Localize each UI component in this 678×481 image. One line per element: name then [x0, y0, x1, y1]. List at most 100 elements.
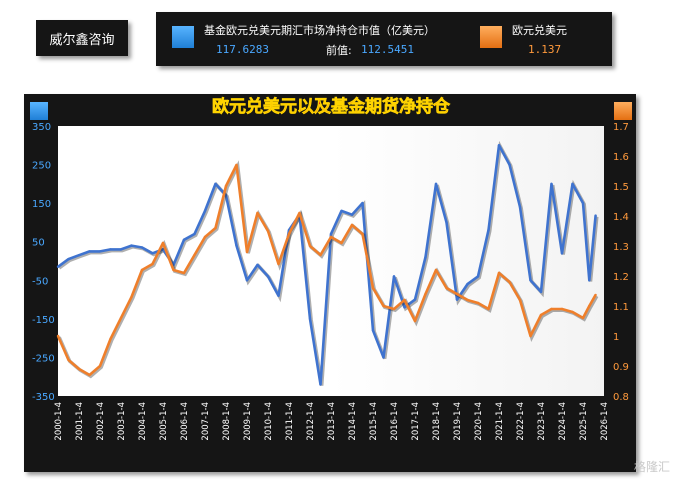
net-position-point [119, 248, 123, 251]
net-position-point [508, 163, 511, 166]
eurusd-point [256, 211, 259, 215]
net-position-point [361, 201, 364, 205]
left-tick-label: -150 [32, 315, 55, 326]
eurusd-point [109, 337, 112, 341]
net-position-point [350, 213, 354, 216]
eurusd-point [571, 310, 574, 314]
eurusd-point [466, 298, 469, 302]
net-position-point [266, 275, 270, 278]
eurusd-point [550, 307, 553, 311]
right-tick-label: 1.2 [613, 272, 629, 283]
x-tick-label: 2019-1-4 [453, 402, 463, 441]
eurusd-point [88, 373, 91, 377]
left-axis-icon [30, 102, 48, 120]
series2-current-value: 1.137 [528, 43, 562, 56]
previous-value: 112.5451 [361, 43, 414, 56]
net-position-point [392, 275, 396, 278]
chart-title: 欧元兑美元以及基金期货净持仓 [212, 96, 451, 117]
eurusd-point [434, 268, 438, 272]
eurusd-point [487, 307, 490, 311]
net-position-point [476, 275, 480, 278]
x-tick-label: 2009-1-4 [243, 402, 253, 441]
eurusd-point [529, 334, 532, 338]
net-position-point [550, 182, 553, 186]
net-position-point [77, 254, 81, 257]
right-axis-icon [614, 102, 632, 120]
left-tick-label: 150 [32, 199, 51, 210]
series2-legend-name: 欧元兑美元 [512, 24, 567, 37]
net-position-point [581, 201, 585, 205]
eurusd-point [98, 364, 102, 368]
net-position-point [424, 255, 427, 259]
eurusd-point [130, 295, 133, 299]
left-tick-label: -250 [32, 353, 55, 364]
eurusd-point [445, 286, 448, 290]
net-position-point [214, 182, 217, 186]
eurusd-point [319, 253, 322, 257]
eurusd-point [266, 229, 270, 233]
x-tick-label: 2004-1-4 [138, 402, 148, 441]
eurusd-point [508, 280, 511, 284]
left-tick-label: 250 [32, 161, 51, 172]
x-tick-label: 2023-1-4 [537, 402, 547, 441]
net-position-point [193, 232, 196, 236]
right-tick-label: 1.3 [613, 242, 629, 253]
eurusd-point [518, 298, 522, 302]
x-tick-label: 2006-1-4 [180, 402, 190, 441]
eurusd-point [214, 226, 217, 230]
net-position-point [571, 182, 574, 186]
series2-swatch [480, 26, 502, 48]
x-tick-label: 2012-1-4 [306, 402, 316, 441]
eurusd-point [371, 286, 375, 290]
net-position-point [182, 238, 186, 241]
x-tick-label: 2001-1-4 [75, 402, 85, 441]
right-tick-label: 1.7 [613, 122, 629, 133]
x-tick-label: 2014-1-4 [348, 402, 358, 441]
right-tick-label: 1.4 [613, 212, 629, 223]
watermark: 格隆汇 [633, 460, 670, 474]
eurusd-point [413, 319, 417, 323]
right-tick-label: 1.5 [613, 182, 629, 193]
x-tick-label: 2021-1-4 [495, 402, 505, 441]
x-tick-label: 2013-1-4 [327, 402, 337, 441]
net-position-point [329, 232, 333, 236]
eurusd-point [172, 268, 175, 272]
x-tick-label: 2016-1-4 [390, 402, 400, 441]
net-position-point [67, 257, 70, 261]
x-tick-label: 2005-1-4 [159, 402, 169, 441]
eurusd-point [455, 292, 459, 296]
eurusd-point [329, 235, 333, 239]
net-position-point [235, 244, 238, 247]
net-position-point [413, 298, 417, 301]
right-tick-label: 1.1 [613, 302, 629, 313]
net-position-point [151, 252, 154, 255]
right-tick-label: 1 [613, 332, 619, 343]
eurusd-point [151, 262, 154, 266]
eurusd-point [77, 367, 81, 371]
net-position-point [161, 248, 165, 251]
eurusd-point [382, 304, 385, 308]
net-position-point [224, 194, 228, 197]
eurusd-point [193, 253, 196, 257]
left-tick-label: 350 [32, 122, 51, 133]
chart-svg: 欧元兑美元以及基金期货净持仓 350 250 150 50 -50 -150 -250 -35… [30, 96, 632, 441]
eurusd-point [119, 316, 123, 320]
x-tick-label: 2020-1-4 [474, 402, 484, 441]
net-position-point [434, 182, 438, 186]
net-position-point [529, 279, 532, 282]
left-tick-label: -50 [32, 276, 48, 287]
x-tick-label: 2007-1-4 [201, 402, 211, 441]
net-position-point [371, 329, 375, 332]
x-tick-label: 2024-1-4 [558, 402, 568, 441]
chart-frame: 欧元兑美元以及基金期货净持仓 350 250 150 50 -50 -150 -250 -35… [24, 94, 636, 472]
net-position-point [340, 209, 343, 213]
x-tick-label: 2003-1-4 [117, 402, 127, 441]
eurusd-point [560, 307, 564, 311]
net-position-point [109, 248, 112, 251]
eurusd-point [403, 298, 406, 302]
eurusd-point [476, 301, 480, 305]
left-tick-label: -350 [32, 392, 55, 403]
x-tick-label: 2022-1-4 [516, 402, 526, 441]
right-tick-label: 1.6 [613, 152, 629, 163]
x-tick-label: 2026-1-4 [600, 402, 610, 441]
